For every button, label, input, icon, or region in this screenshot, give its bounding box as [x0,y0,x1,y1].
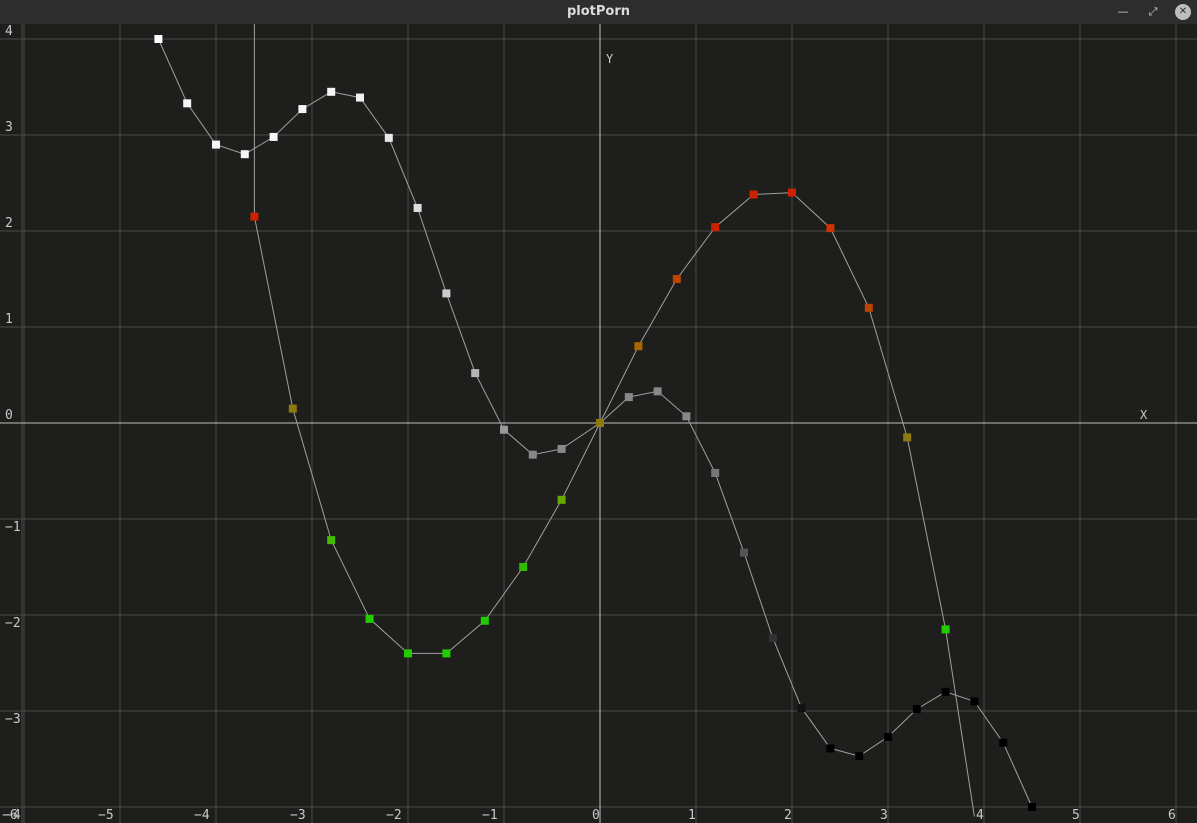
data-point [471,369,480,378]
data-point [884,732,892,741]
y-tick-label: −4 [5,808,21,823]
y-tick-label: 4 [5,24,13,39]
data-point [826,744,835,753]
x-tick-label: −6 [2,808,18,823]
x-tick-label: 5 [1072,808,1080,823]
data-point [183,99,192,108]
y-tick-label: 0 [5,408,13,423]
data-point [327,87,336,96]
data-point [365,614,374,623]
y-tick-label: 2 [5,216,13,231]
data-point [711,468,720,477]
data-point [442,649,451,658]
data-point [250,212,259,221]
y-tick-label: −3 [5,712,21,727]
data-point [740,548,748,557]
window-title: plotPorn [566,4,631,19]
data-point [672,275,681,283]
x-tick-label: 3 [880,808,888,823]
data-point [941,625,950,634]
x-tick-label: −4 [194,808,210,823]
x-tick-label: 1 [688,808,696,823]
plot-canvas[interactable]: −6 −5 −4 −3 −2 −1 0 1 2 3 4 5 6 −4 −3 −2 −1 0 1 2 3 4 X Y [0,24,1197,823]
maximize-icon[interactable]: ⤢ [1148,5,1158,18]
close-icon[interactable]: ✕ [1175,4,1191,20]
data-point [749,190,758,199]
data-point [596,419,604,427]
x-tick-label: −1 [482,808,498,823]
y-tick-label: 3 [5,120,13,135]
data-point [999,738,1008,747]
data-point [912,705,921,714]
data-point [288,404,297,413]
data-point [528,450,537,459]
data-point [941,687,950,696]
x-tick-label: −2 [386,808,402,823]
data-point [404,649,412,658]
data-point [557,444,566,453]
data-point [154,35,163,43]
data-point [624,393,633,402]
x-tick-label: 6 [1168,808,1176,823]
x-tick-label: −3 [290,808,306,823]
data-point [240,150,249,159]
data-point [413,203,422,212]
data-point [653,387,662,396]
data-point [855,752,864,761]
data-point [768,634,777,643]
data-point [519,563,528,571]
data-point [864,303,873,312]
data-point [212,140,220,149]
data-point [500,425,508,434]
data-point [384,133,393,142]
data-point [634,342,643,351]
data-point [788,188,796,197]
data-point [269,132,278,141]
y-axis-label: Y [606,52,614,66]
x-axis-label: X [1140,408,1148,422]
x-tick-label: 0 [592,808,600,823]
data-point [711,223,720,232]
data-point [797,704,806,713]
data-point [557,495,566,504]
data-point [903,433,912,442]
data-point [298,105,307,114]
x-tick-label: 2 [784,808,792,823]
minimize-icon[interactable]: — [1117,5,1129,18]
data-point [480,616,489,625]
data-points [154,35,1036,811]
y-tick-label: 1 [5,312,13,327]
y-tick-label: −1 [5,520,21,535]
data-point [1028,803,1036,811]
data-point [826,224,835,233]
data-point [327,536,336,545]
title-bar: plotPorn — ⤢ ✕ [0,0,1197,25]
data-point [682,412,691,421]
tick-labels: −6 −5 −4 −3 −2 −1 0 1 2 3 4 5 6 −4 −3 −2 −1 0 1 2 3 4 [2,24,1176,823]
x-tick-label: 4 [976,808,984,823]
data-point [970,697,979,706]
x-tick-label: −5 [98,808,114,823]
y-tick-label: −2 [5,616,21,631]
data-point [356,93,364,102]
data-point [442,289,451,298]
